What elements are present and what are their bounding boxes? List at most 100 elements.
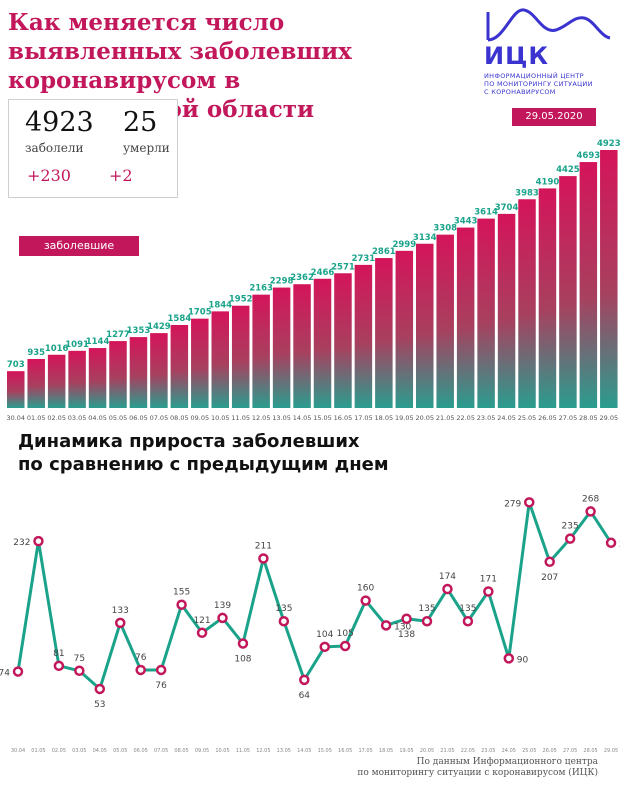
logo-subtitle-line: ПО МОНИТОРИНГУ СИТУАЦИИ	[484, 80, 593, 88]
bar	[150, 333, 168, 408]
bar	[456, 227, 475, 408]
bar-value-label: 1353	[127, 326, 151, 336]
deaths-total: 25	[123, 107, 158, 138]
line-value-label: 53	[94, 700, 105, 710]
bar-value-label: 3614	[474, 208, 498, 218]
bar	[334, 273, 352, 408]
bar-date-label: 02.05	[47, 414, 66, 422]
bar	[47, 354, 66, 408]
bar-date-label: 16.05	[334, 414, 353, 422]
bar-value-label: 3443	[454, 217, 478, 227]
bar-value-label: 1277	[106, 330, 130, 340]
line-point	[217, 612, 228, 624]
bar-date-label: 27.05	[559, 414, 578, 422]
bar-value-label: 4190	[536, 177, 560, 187]
bar	[129, 337, 148, 408]
bar-value-label: 1429	[147, 322, 171, 332]
bar-value-label: 2999	[392, 240, 416, 250]
bar-date-label: 21.05	[436, 414, 455, 422]
bar-date-label: 09.05	[190, 414, 209, 422]
line-date-label: 16.05	[338, 748, 352, 754]
bar-date-label: 01.05	[27, 414, 46, 422]
line-point	[155, 664, 167, 676]
bar-value-label: 3308	[433, 224, 457, 234]
bar-value-label: 4425	[556, 165, 580, 175]
logo-subtitle: ИНФОРМАЦИОННЫЙ ЦЕНТР ПО МОНИТОРИНГУ СИТУ…	[484, 72, 616, 96]
bar-value-label: 3134	[413, 233, 437, 243]
line-date-label: 03.05	[72, 748, 86, 754]
line-point	[74, 665, 85, 677]
source-footnote-line: по мониторингу ситуации с коронавирусом …	[357, 768, 598, 778]
line-point	[524, 497, 535, 508]
bar-value-label: 3704	[495, 203, 519, 213]
logo-subtitle-line: С КОРОНАВИРУСОМ	[484, 88, 556, 96]
bar	[109, 341, 127, 408]
deaths-delta: +2	[109, 166, 133, 185]
line-value-label: 76	[155, 681, 167, 691]
bar-date-label: 12.05	[252, 414, 271, 422]
line-value-label: 138	[398, 630, 415, 640]
line-value-label: 130	[394, 622, 411, 632]
line-value-label: 232	[13, 538, 30, 548]
line-point	[258, 553, 269, 564]
line-point	[585, 506, 596, 517]
logo-abbr: ИЦК	[484, 42, 549, 70]
bar	[170, 324, 189, 408]
line-chart-title: Динамика прироста заболевших по сравнени…	[18, 430, 389, 476]
bar	[27, 358, 45, 408]
date-badge: 29.05.2020	[512, 108, 596, 126]
line-value-label: 81	[53, 649, 64, 659]
line-point	[605, 537, 617, 549]
bar	[600, 150, 618, 408]
bar	[579, 162, 598, 408]
bar	[231, 305, 250, 408]
bar-date-label: 28.05	[579, 414, 598, 422]
bar-date-label: 25.05	[518, 414, 537, 422]
line-value-label: 108	[234, 655, 251, 665]
line-value-label: 135	[459, 604, 476, 614]
line-date-label: 09.05	[195, 748, 209, 754]
line-point	[53, 660, 65, 672]
line-value-label: 90	[517, 655, 529, 665]
line-date-label: 17.05	[358, 748, 372, 754]
line-date-label: 15.05	[318, 748, 332, 754]
bar	[354, 264, 373, 408]
line-point	[237, 638, 249, 649]
itsk-logo: ИЦК ИНФОРМАЦИОННЫЙ ЦЕНТР ПО МОНИТОРИНГУ …	[484, 6, 614, 96]
line-point	[380, 620, 392, 631]
bar-date-label: 18.05	[375, 414, 394, 422]
bar-value-label: 1016	[45, 344, 69, 354]
line-value-label: 279	[504, 499, 521, 509]
bar-date-label: 04.05	[88, 414, 107, 422]
bar-value-label: 2861	[372, 247, 396, 257]
line-value-label: 135	[418, 604, 435, 614]
line-value-label: 121	[193, 616, 210, 626]
cases-delta: +230	[27, 166, 71, 185]
line-date-label: 11.05	[236, 748, 250, 754]
line-date-label: 20.05	[420, 748, 434, 754]
line-point	[115, 617, 126, 629]
line-point	[12, 666, 24, 677]
line-value-label: 75	[74, 654, 85, 664]
bar	[272, 287, 291, 408]
bar-value-label: 2298	[270, 277, 294, 287]
line-point	[94, 683, 106, 695]
bar-value-label: 2362	[290, 273, 314, 283]
bar	[436, 234, 454, 408]
line-value-label: 64	[299, 691, 311, 701]
line-date-label: 25.05	[522, 748, 536, 754]
line-date-label: 18.05	[379, 748, 393, 754]
bar-date-label: 08.05	[170, 414, 189, 422]
line-date-label: 29.05	[604, 748, 618, 754]
line-point	[544, 556, 555, 568]
bar	[211, 311, 229, 408]
line-date-label: 12.05	[256, 748, 270, 754]
deaths-label: умерли	[123, 141, 170, 155]
line-point	[503, 653, 515, 664]
bar	[538, 188, 557, 408]
bar-date-label: 13.05	[272, 414, 291, 422]
line-point	[483, 586, 494, 597]
line-value-label: 105	[337, 629, 354, 639]
bar-value-label: 3983	[515, 188, 539, 198]
line-date-label: 02.05	[52, 748, 66, 754]
